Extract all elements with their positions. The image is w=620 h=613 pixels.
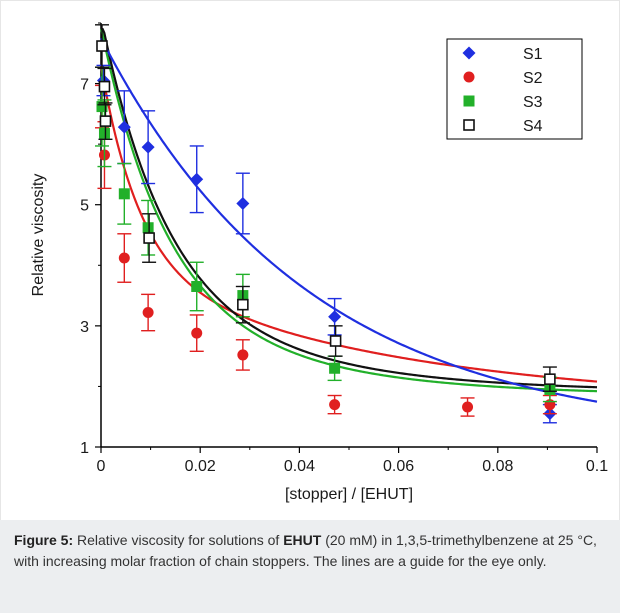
- marker-s1: [117, 120, 131, 134]
- legend-label-s1: S1: [523, 46, 543, 63]
- caption-bold-term: EHUT: [283, 532, 322, 548]
- chart-area: 0 0.02 0.04 0.06 0.08 0.1 1 3 5 7 [stopper] / [EHU…: [0, 0, 620, 520]
- series-s1: [96, 64, 557, 424]
- data-point: [189, 261, 204, 312]
- data-point: [94, 24, 109, 68]
- data-point: [327, 394, 342, 415]
- marker-s1: [328, 310, 342, 324]
- marker-s4: [143, 232, 155, 244]
- marker-s2: [329, 399, 341, 411]
- data-point: [97, 67, 112, 106]
- data-point: [542, 366, 557, 392]
- marker-s2: [191, 327, 203, 339]
- x-tick-label: 0.04: [284, 458, 315, 475]
- data-point: [117, 233, 132, 283]
- x-tick-label: 0.02: [185, 458, 216, 475]
- fit-curve-s3: [99, 28, 598, 393]
- x-axis-title: [stopper] / [EHUT]: [285, 486, 413, 503]
- marker-s3: [191, 280, 203, 292]
- viscosity-chart: 0 0.02 0.04 0.06 0.08 0.1 1 3 5 7 [stopper] / [EHU…: [30, 22, 608, 503]
- marker-s1: [236, 197, 250, 211]
- marker-s3: [118, 188, 130, 200]
- legend-label-s3: S3: [523, 94, 543, 111]
- x-tick-label: 0.06: [383, 458, 414, 475]
- caption-text-a: Relative viscosity for solutions of: [73, 532, 284, 548]
- marker-s4: [329, 335, 342, 347]
- data-point: [327, 297, 342, 336]
- data-point: [142, 213, 157, 263]
- marker-s4: [98, 80, 111, 93]
- marker-s3: [329, 362, 341, 374]
- data-point: [235, 172, 250, 235]
- data-point: [141, 293, 156, 332]
- marker-s1: [190, 172, 204, 186]
- data-point: [117, 162, 132, 225]
- data-point: [235, 339, 250, 371]
- fit-curve-s1: [100, 37, 598, 403]
- x-tick-label: 0: [97, 458, 106, 475]
- marker-s4: [237, 298, 249, 311]
- y-tick-label: 3: [80, 319, 89, 336]
- legend-marker-s1: [462, 46, 476, 60]
- data-point: [235, 285, 250, 324]
- data-point: [98, 102, 113, 140]
- marker-s2: [142, 307, 154, 319]
- marker-s3: [98, 127, 110, 139]
- y-tick-label: 7: [80, 77, 89, 94]
- y-axis-title: Relative viscosity: [30, 174, 47, 297]
- marker-s4: [96, 40, 108, 52]
- marker-s4: [544, 373, 556, 385]
- legend-marker-s3: [463, 95, 475, 107]
- legend-label-s2: S2: [523, 70, 543, 87]
- legend: S1 S2 S3 S4: [446, 38, 583, 140]
- marker-s2: [462, 401, 474, 413]
- y-tick-label: 5: [80, 198, 89, 215]
- legend-marker-s4: [463, 119, 475, 131]
- data-point: [141, 199, 156, 256]
- marker-s1: [141, 140, 155, 154]
- marker-s2: [118, 252, 130, 264]
- caption-label: Figure 5:: [14, 532, 74, 548]
- data-point: [141, 110, 156, 185]
- y-tick-label: 1: [80, 440, 89, 457]
- series-s4: [94, 24, 557, 392]
- data-point: [460, 397, 475, 417]
- legend-marker-s2: [463, 71, 475, 83]
- marker-s3: [96, 101, 108, 113]
- data-point: [189, 314, 204, 352]
- x-tick-label: 0.1: [586, 458, 608, 475]
- legend-label-s4: S4: [523, 118, 543, 135]
- figure-caption: Figure 5: Relative viscosity for solutio…: [0, 520, 620, 613]
- marker-s3: [142, 222, 154, 234]
- series-s3: [94, 66, 557, 403]
- marker-s2: [237, 349, 249, 361]
- data-point: [189, 145, 204, 214]
- x-tick-label: 0.08: [482, 458, 513, 475]
- caption-text-b: (20 mM) in 1,3,5-trimethylbenzene at 25 …: [14, 532, 597, 569]
- fit-curve-s2: [99, 65, 598, 383]
- marker-s4: [99, 115, 112, 127]
- data-point: [328, 325, 343, 357]
